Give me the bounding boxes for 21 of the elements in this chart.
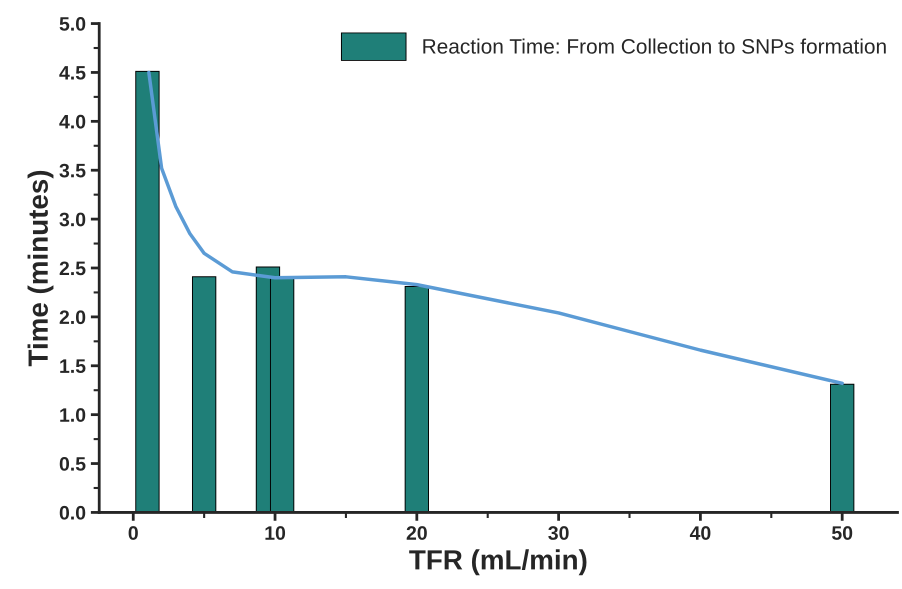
y-tick-label: 1.0: [60, 408, 86, 422]
y-tick-label: 3.5: [59, 164, 86, 178]
x-tick-label: 20: [406, 526, 427, 540]
y-tick-label: 2.0: [60, 310, 86, 324]
x-tick-label: 30: [548, 526, 569, 540]
x-tick-label: 10: [265, 526, 286, 540]
y-tick-label: 1.5: [60, 359, 86, 374]
y-tick-label: 4.0: [59, 114, 86, 129]
line-series: [147, 70, 844, 386]
x-axis-title: TFR (mL/min): [409, 549, 586, 576]
x-tick-label: 0: [128, 526, 138, 540]
x-tick-label: 40: [690, 526, 710, 540]
x-tick-label: 50: [832, 526, 852, 540]
y-tick-label: 0.5: [60, 457, 86, 471]
y-tick-label: 3.0: [59, 212, 86, 226]
y-tick-label: 4.5: [59, 66, 86, 80]
y-axis-title: Time (minutes): [28, 170, 54, 366]
y-tick-label: 5.0: [60, 17, 86, 31]
y-tick-label: 2.5: [60, 261, 86, 276]
y-tick-label: 0.0: [60, 506, 86, 520]
legend-label: Reaction Time: From Collection to SNPs formation: [423, 38, 886, 54]
